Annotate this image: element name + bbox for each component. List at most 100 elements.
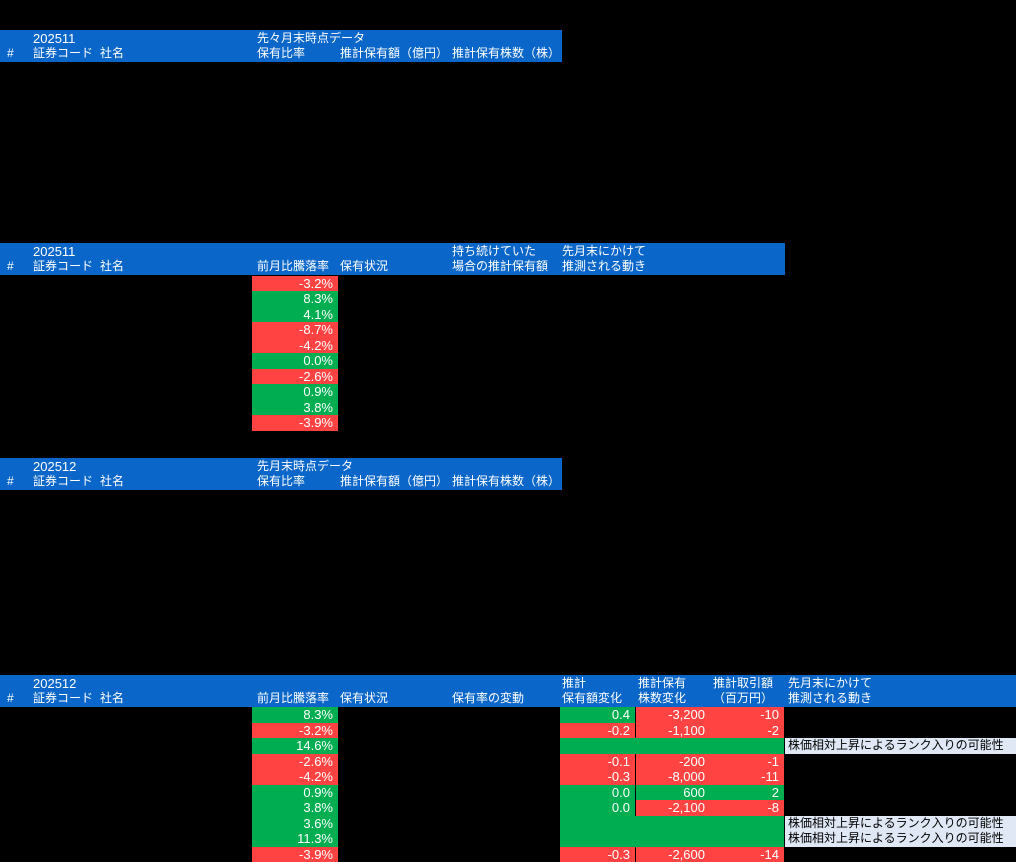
pct-change-cell[interactable]: -3.9%	[252, 847, 338, 862]
month-label[interactable]: 202512	[33, 459, 76, 474]
pct-change-cell[interactable]: -2.6%	[252, 369, 338, 385]
col-header-index[interactable]: #	[7, 691, 14, 706]
shares-change-cell[interactable]: -2,600	[636, 847, 710, 862]
amount-change-cell[interactable]: -0.3	[560, 847, 635, 862]
pct-change-cell[interactable]: 4.1%	[252, 307, 338, 323]
pct-change-cell[interactable]: 0.9%	[252, 384, 338, 400]
month-label[interactable]: 202511	[33, 244, 75, 259]
col-header-data-subtitle[interactable]: 先月末時点データ	[257, 459, 353, 474]
col-header-amount-line2[interactable]: 保有額変化	[562, 691, 622, 706]
empty-change-cells[interactable]	[560, 831, 784, 847]
col-header-shares-line2[interactable]: 株数変化	[638, 691, 686, 706]
shares-change-cell[interactable]: -2,100	[636, 800, 710, 816]
col-header-pct-change[interactable]: 前月比騰落率	[257, 259, 329, 274]
pct-change-cell[interactable]: -8.7%	[252, 322, 338, 338]
col-header-move-line2[interactable]: 推測される動き	[788, 691, 872, 706]
note-cell[interactable]: 株価相対上昇によるランク入りの可能性	[785, 816, 1016, 832]
amount-change-cell[interactable]: -0.2	[560, 723, 635, 739]
month-label[interactable]: 202512	[33, 676, 76, 691]
pct-change-cell[interactable]: -4.2%	[252, 338, 338, 354]
pct-change-cell[interactable]: 3.8%	[252, 400, 338, 416]
pct-change-cell[interactable]: -3.9%	[252, 415, 338, 431]
trade-amount-cell[interactable]: -2	[710, 723, 784, 739]
col-header-data-subtitle[interactable]: 先々月末時点データ	[257, 31, 365, 46]
pct-change-cell[interactable]: 8.3%	[252, 707, 338, 723]
col-header-ratio[interactable]: 保有比率	[257, 474, 305, 489]
amount-change-cell[interactable]: 0.4	[560, 707, 635, 723]
col-header-shares-line1[interactable]: 推計保有	[638, 676, 686, 691]
col-header-name[interactable]: 社名	[100, 474, 124, 489]
col-header-move-line1[interactable]: 先月末にかけて	[788, 676, 872, 691]
shares-change-cell[interactable]: -200	[636, 754, 710, 770]
trade-amount-cell[interactable]: -14	[710, 847, 784, 862]
pct-change-cell[interactable]: 0.9%	[252, 785, 338, 801]
col-header-code[interactable]: 証券コード	[33, 474, 93, 489]
col-header-code[interactable]: 証券コード	[33, 691, 93, 706]
col-header-move-line1[interactable]: 先月末にかけて	[562, 244, 646, 259]
col-header-shares[interactable]: 推計保有株数（株）	[452, 46, 560, 61]
col-header-hold-line2[interactable]: 場合の推計保有額	[452, 259, 548, 274]
pct-change-cell[interactable]: -3.2%	[252, 276, 338, 292]
col-header-name[interactable]: 社名	[100, 691, 124, 706]
table-row: -2.6% -0.1-200-1	[0, 754, 1016, 770]
trade-amount-cell[interactable]: -11	[710, 769, 784, 785]
trade-amount-cell[interactable]: -10	[710, 707, 784, 723]
col-header-index[interactable]: #	[7, 474, 14, 489]
pct-change-cell[interactable]: -2.6%	[252, 754, 338, 770]
col-header-move-line2[interactable]: 推測される動き	[562, 259, 646, 274]
pct-change-cell[interactable]: 11.3%	[252, 831, 338, 847]
col-header-code[interactable]: 証券コード	[33, 259, 93, 274]
table-row: 0.9%	[0, 384, 1016, 400]
col-header-index[interactable]: #	[7, 259, 14, 274]
pct-change-cell[interactable]: -3.2%	[252, 723, 338, 739]
amount-change-cell[interactable]: -0.1	[560, 754, 635, 770]
col-header-status[interactable]: 保有状況	[340, 259, 388, 274]
trade-amount-cell[interactable]: -1	[710, 754, 784, 770]
col-header-ratio[interactable]: 保有比率	[257, 46, 305, 61]
amount-change-cell[interactable]: 0.0	[560, 800, 635, 816]
pct-change-cell[interactable]: -4.2%	[252, 769, 338, 785]
shares-change-cell[interactable]: -3,200	[636, 707, 710, 723]
pct-change-cell[interactable]: 14.6%	[252, 738, 338, 754]
col-header-amount[interactable]: 推計保有額（億円）	[340, 46, 448, 61]
table-row: -3.2% -0.2-1,100-2	[0, 723, 1016, 739]
col-header-pct-change[interactable]: 前月比騰落率	[257, 691, 329, 706]
table-row: -8.7%	[0, 322, 1016, 338]
section-202512-change-header: 202512 推計 推計保有 推計取引額 先月末にかけて # 証券コード 社名 …	[0, 675, 1016, 707]
col-header-index[interactable]: #	[7, 46, 14, 61]
table-row: 8.3%	[0, 291, 1016, 307]
amount-change-cell[interactable]: 0.0	[560, 785, 635, 801]
header-line-2: # 証券コード 社名 前月比騰落率 保有状況 場合の推計保有額 推測される動き	[0, 259, 785, 274]
empty-change-cells[interactable]	[560, 738, 784, 754]
col-header-shares[interactable]: 推計保有株数（株）	[452, 474, 560, 489]
pct-change-cell[interactable]: 0.0%	[252, 353, 338, 369]
col-header-trade-line2[interactable]: （百万円）	[713, 691, 773, 706]
pct-change-cell[interactable]: 8.3%	[252, 291, 338, 307]
empty-change-cells[interactable]	[560, 816, 784, 832]
col-header-name[interactable]: 社名	[100, 46, 124, 61]
header-line-1: 202512 先月末時点データ	[0, 459, 562, 474]
pct-change-cell[interactable]: 3.8%	[252, 800, 338, 816]
section-202512-change-rows: 8.3% 0.4-3,200-10 -3.2% -0.2-1,100-2 14.6% 株価…	[0, 707, 1016, 862]
shares-change-cell[interactable]: -1,100	[636, 723, 710, 739]
trade-amount-cell[interactable]: 2	[710, 785, 784, 801]
table-row: -3.2%	[0, 276, 1016, 292]
col-header-ratio-change[interactable]: 保有率の変動	[452, 691, 524, 706]
trade-amount-cell[interactable]: -8	[710, 800, 784, 816]
col-header-name[interactable]: 社名	[100, 259, 124, 274]
col-header-amount-line1[interactable]: 推計	[562, 676, 586, 691]
col-header-code[interactable]: 証券コード	[33, 46, 93, 61]
shares-change-cell[interactable]: -8,000	[636, 769, 710, 785]
note-cell[interactable]: 株価相対上昇によるランク入りの可能性	[785, 831, 1016, 847]
section-202511-change-rows: -3.2%8.3%4.1%-8.7%-4.2%0.0%-2.6%0.9%3.8%…	[0, 276, 1016, 431]
note-cell[interactable]: 株価相対上昇によるランク入りの可能性	[785, 738, 1016, 754]
col-header-status[interactable]: 保有状況	[340, 691, 388, 706]
col-header-trade-line1[interactable]: 推計取引額	[713, 676, 773, 691]
month-label[interactable]: 202511	[33, 31, 75, 46]
amount-change-cell[interactable]: -0.3	[560, 769, 635, 785]
col-header-hold-line1[interactable]: 持ち続けていた	[452, 244, 536, 259]
shares-change-cell[interactable]: 600	[636, 785, 710, 801]
pct-change-cell[interactable]: 3.6%	[252, 816, 338, 832]
col-header-amount[interactable]: 推計保有額（億円）	[340, 474, 448, 489]
